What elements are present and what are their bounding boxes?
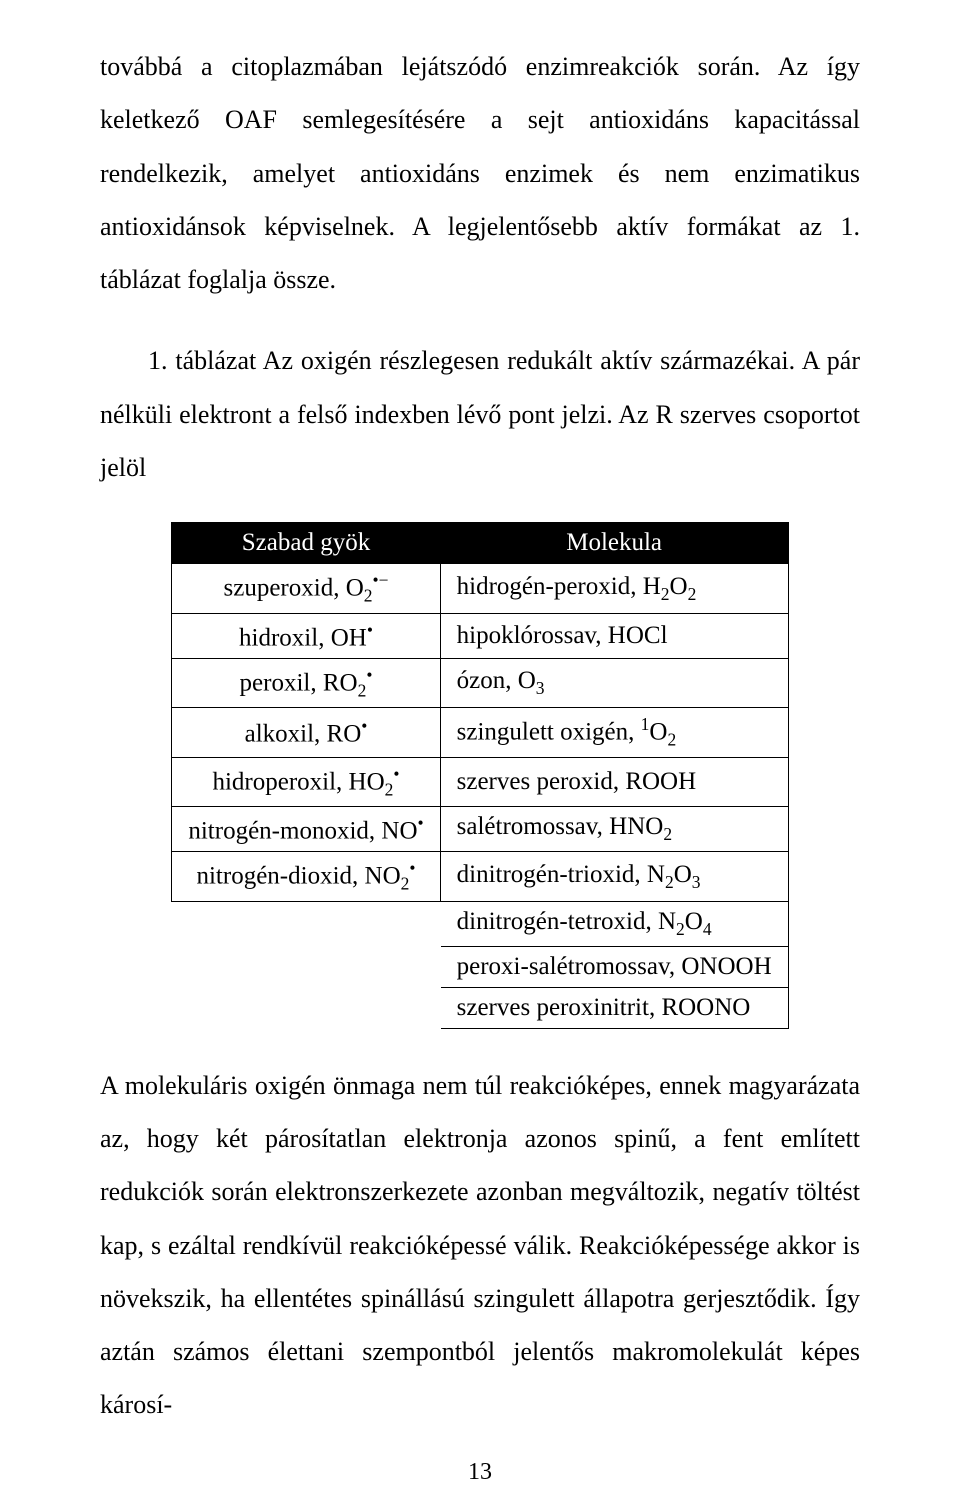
table-cell-right: dinitrogén-trioxid, N2O3 (440, 852, 788, 901)
table-row: szerves peroxinitrit, ROONO (172, 987, 788, 1028)
table-header-left: Szabad gyök (172, 523, 440, 564)
table-cell-right: hidrogén-peroxid, H2O2 (440, 564, 788, 613)
table-cell-empty (172, 987, 440, 1028)
table-cell-right: szerves peroxinitrit, ROONO (440, 987, 788, 1028)
table-header-right: Molekula (440, 523, 788, 564)
table-cell-right: dinitrogén-tetroxid, N2O4 (440, 901, 788, 946)
table-row: nitrogén-monoxid, NO• salétromossav, HNO… (172, 807, 788, 852)
table-cell-left: peroxil, RO2• (172, 659, 440, 708)
paragraph-3: A molekuláris oxigén önmaga nem túl reak… (100, 1059, 860, 1432)
table-cell-empty (172, 901, 440, 946)
table-cell-empty (172, 946, 440, 987)
table-cell-left: hidroxil, OH• (172, 613, 440, 658)
table-cell-left: nitrogén-monoxid, NO• (172, 807, 440, 852)
table-container: Szabad gyök Molekula szuperoxid, O2•− hi… (100, 522, 860, 1028)
table-cell-right: peroxi-salétromossav, ONOOH (440, 946, 788, 987)
table-cell-left: nitrogén-dioxid, NO2• (172, 852, 440, 901)
table-cell-right: szerves peroxid, ROOH (440, 757, 788, 806)
table-row: peroxi-salétromossav, ONOOH (172, 946, 788, 987)
table-row: peroxil, RO2• ózon, O3 (172, 659, 788, 708)
table-row: alkoxil, RO• szingulett oxigén, 1O2 (172, 708, 788, 757)
table-row: nitrogén-dioxid, NO2• dinitrogén-trioxid… (172, 852, 788, 901)
table-row: szuperoxid, O2•− hidrogén-peroxid, H2O2 (172, 564, 788, 613)
table-cell-right: szingulett oxigén, 1O2 (440, 708, 788, 757)
table-row: hidroperoxil, HO2• szerves peroxid, ROOH (172, 757, 788, 806)
table-cell-right: hipoklórossav, HOCl (440, 613, 788, 658)
table-cell-right: salétromossav, HNO2 (440, 807, 788, 852)
table-cell-right: ózon, O3 (440, 659, 788, 708)
table-row: dinitrogén-tetroxid, N2O4 (172, 901, 788, 946)
page-number: 13 (0, 1459, 960, 1486)
table-cell-left: alkoxil, RO• (172, 708, 440, 757)
table-body: szuperoxid, O2•− hidrogén-peroxid, H2O2 … (172, 564, 788, 1028)
paragraph-1: továbbá a citoplazmában lejátszódó enzim… (100, 40, 860, 306)
oxygen-species-table: Szabad gyök Molekula szuperoxid, O2•− hi… (171, 522, 788, 1028)
table-cell-left: szuperoxid, O2•− (172, 564, 440, 613)
table-caption: 1. táblázat Az oxigén részlegesen reduká… (100, 334, 860, 494)
document-page: továbbá a citoplazmában lejátszódó enzim… (0, 0, 960, 1512)
table-cell-left: hidroperoxil, HO2• (172, 757, 440, 806)
table-row: hidroxil, OH• hipoklórossav, HOCl (172, 613, 788, 658)
table-header-row: Szabad gyök Molekula (172, 523, 788, 564)
